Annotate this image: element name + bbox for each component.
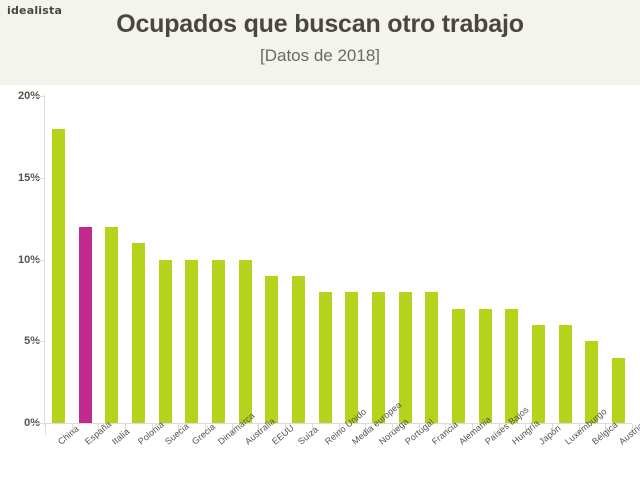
x-axis-line [44, 423, 632, 424]
plot-area: 0% 5% 10% 15% 20% China España Italia Polonia Su… [0, 85, 640, 497]
y-axis-tick-mark [34, 423, 44, 424]
y-axis-tick-label: 10% [17, 253, 40, 266]
bar[interactable] [51, 128, 65, 423]
idealista-logo: idealista [7, 4, 63, 17]
bar[interactable] [372, 292, 386, 423]
bar[interactable] [452, 308, 466, 423]
x-axis-category-label: Grecia [189, 421, 217, 447]
x-axis-category-label: España [83, 418, 114, 447]
x-axis-tick-mark [178, 424, 180, 435]
bar[interactable] [318, 292, 332, 423]
x-axis-tick-mark [605, 424, 607, 435]
y-axis-tick-label: 5% [24, 335, 40, 348]
x-axis-tick-mark [285, 424, 287, 435]
bar[interactable] [158, 259, 172, 423]
y-axis-tick-mark [34, 96, 44, 97]
bar[interactable] [425, 292, 439, 423]
chart-title: Ocupados que buscan otro trabajo [116, 10, 524, 38]
x-axis-tick-mark [205, 424, 207, 435]
bar[interactable] [265, 275, 279, 423]
bar[interactable] [398, 292, 412, 423]
x-axis-tick-mark [525, 424, 527, 435]
x-axis-tick-mark [391, 424, 393, 435]
x-axis-tick-mark [151, 424, 153, 435]
x-axis-category-label: Polonia [136, 419, 167, 447]
y-axis-tick-mark [34, 177, 44, 179]
x-axis-tick-mark [98, 424, 100, 435]
x-axis-tick-mark [445, 424, 447, 435]
bar[interactable] [478, 308, 492, 423]
bar[interactable] [558, 324, 572, 423]
bar[interactable] [585, 341, 599, 423]
y-axis-tick-mark [34, 259, 44, 261]
bar[interactable] [131, 243, 145, 423]
x-axis-category-label: Austria [616, 420, 640, 447]
x-axis-category-label: Suecia [163, 420, 192, 447]
y-axis-labels: 0% 5% 10% 15% 20% [0, 85, 40, 497]
bar[interactable] [291, 275, 305, 423]
y-axis-tick-label: 0% [24, 417, 40, 429]
x-axis-tick-mark [71, 424, 73, 435]
bar[interactable] [211, 259, 225, 423]
x-axis-tick-mark [311, 424, 313, 435]
y-axis-tick-mark [34, 341, 44, 343]
x-axis-tick-mark [125, 424, 127, 435]
x-axis-category-label: Italia [109, 426, 132, 447]
x-axis-category-label: China [56, 423, 82, 447]
x-axis-tick-mark [45, 424, 46, 435]
header-band: idealista Ocupados que buscan otro traba… [0, 0, 640, 85]
x-axis-tick-mark [471, 424, 473, 435]
bar[interactable] [345, 292, 359, 423]
y-axis-line [44, 95, 45, 425]
bar[interactable] [505, 308, 519, 423]
y-axis-tick-label: 20% [17, 90, 40, 102]
y-axis-tick-label: 15% [17, 171, 40, 184]
x-axis-labels: China España Italia Polonia Suecia Grecia Dina… [0, 85, 640, 497]
x-axis-category-label: Suiza [296, 424, 321, 447]
x-axis-tick-mark [258, 424, 260, 435]
x-axis-tick-mark [578, 424, 580, 435]
bar[interactable] [238, 259, 252, 423]
x-axis-tick-mark [338, 424, 340, 435]
bar[interactable] [185, 259, 199, 423]
chart-subtitle: [Datos de 2018] [259, 46, 381, 65]
x-axis-tick-mark [418, 424, 420, 435]
x-axis-tick-mark [365, 424, 367, 435]
x-axis-tick-mark [632, 424, 633, 435]
x-axis-tick-mark [231, 424, 233, 435]
bar[interactable] [78, 226, 92, 423]
bar[interactable] [532, 324, 546, 423]
bar[interactable] [105, 226, 119, 423]
x-axis-tick-mark [551, 424, 553, 435]
bar-series [0, 85, 640, 497]
x-axis-tick-mark [498, 424, 500, 435]
bar[interactable] [612, 357, 626, 423]
